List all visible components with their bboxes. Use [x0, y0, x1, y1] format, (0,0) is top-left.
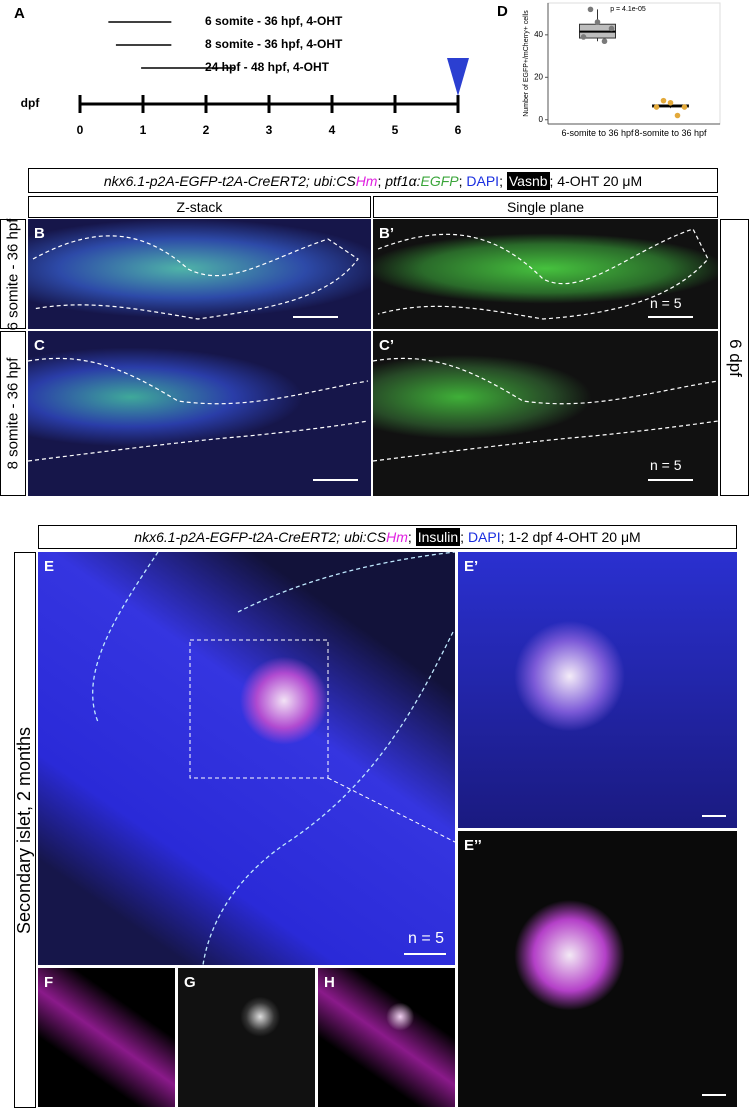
- row-label-box: 8 somite - 36 hpf: [0, 331, 26, 496]
- point: [674, 112, 681, 119]
- panel-letter: G: [184, 974, 196, 991]
- scale-bar: [648, 316, 693, 318]
- legend-label: 8 somite - 36 hpf, 4-OHT: [205, 37, 343, 51]
- x-axis-label: dpf: [21, 96, 41, 110]
- micrograph: F: [38, 968, 175, 1107]
- header-segment: EGFP: [420, 172, 459, 189]
- panel-letter: E: [44, 558, 55, 575]
- header-segment: DAPI: [467, 529, 501, 545]
- panel-letter: A: [14, 5, 25, 22]
- n-label: n = 5: [408, 930, 445, 947]
- header: nkx6.1-p2A-EGFP-t2A-CreERT2; ubi:CS Hm; p…: [28, 168, 718, 193]
- header-segment: ;: [407, 529, 416, 545]
- point: [587, 6, 594, 13]
- micrograph: E n = 5: [38, 552, 455, 965]
- panel-letter: C: [34, 337, 45, 354]
- x-tick-label: 1: [140, 123, 147, 137]
- panel-letter: D: [497, 3, 508, 20]
- header-segment: Hm: [355, 172, 378, 189]
- scale-bar: [404, 953, 446, 955]
- point: [594, 19, 601, 25]
- panel-letter: B: [34, 225, 45, 242]
- micrograph: H: [318, 968, 455, 1107]
- y-tick-label: 0: [539, 115, 544, 124]
- side-label-box: 6 dpf: [720, 219, 749, 496]
- point: [653, 104, 660, 110]
- header: nkx6.1-p2A-EGFP-t2A-CreERT2; ubi:CS Hm; I…: [38, 525, 737, 549]
- row-label: 6 somite - 36 hpf: [4, 218, 22, 330]
- point: [667, 99, 674, 106]
- micrograph: G: [178, 968, 315, 1107]
- header-segment: ;: [460, 529, 468, 545]
- scale-bar: [648, 479, 693, 481]
- panel-letter: H: [324, 974, 335, 991]
- point: [580, 34, 587, 40]
- legend-label: 24 hpf - 48 hpf, 4-OHT: [205, 60, 330, 74]
- micrograph: C’ n = 5: [373, 331, 718, 496]
- micrograph: E’’: [458, 831, 737, 1107]
- header-segment: nkx6.1-p2A-EGFP-t2A-CreERT2; ubi:CS: [134, 529, 387, 545]
- point: [681, 104, 688, 110]
- x-tick-label: 8-somite to 36 hpf: [634, 128, 707, 138]
- header-segment: ;: [499, 172, 507, 189]
- header-segment: ; 1-2 dpf 4-OHT 20 μM: [500, 529, 641, 545]
- header-segment: ptf1α:: [385, 172, 421, 189]
- column-label: Z-stack: [28, 196, 371, 218]
- micrograph: E’: [458, 552, 737, 828]
- scale-bar: [702, 1094, 726, 1096]
- side-label: Secondary islet, 2 months: [14, 726, 35, 934]
- x-tick-label: 2: [203, 123, 210, 137]
- panel-letter: C’: [379, 337, 394, 354]
- charts: A D dpf 0 1 2 3 4 5 6 6 somite - 36 hpf, 4-OHT 8 …: [14, 2, 721, 137]
- x-tick-label: 4: [329, 123, 336, 137]
- point: [608, 25, 615, 32]
- outline: [92, 552, 455, 965]
- panel-letter: F: [44, 974, 54, 991]
- header-segment: ;: [458, 172, 467, 189]
- micrograph: B: [28, 219, 371, 329]
- point: [601, 38, 608, 45]
- header-segment: Vasnb: [506, 171, 550, 190]
- micrograph: C: [28, 331, 371, 496]
- panel-letter: E’’: [464, 837, 482, 854]
- x-tick-label: 3: [266, 123, 273, 137]
- scale-bar: [293, 316, 338, 318]
- annotation: p = 4.1e-05: [610, 6, 646, 13]
- micrograph: B’ n = 5: [373, 219, 718, 329]
- header-segment: Hm: [386, 529, 408, 545]
- outline: [377, 228, 709, 320]
- x-tick-label: 0: [77, 123, 84, 137]
- outline: [32, 235, 359, 320]
- point: [660, 97, 667, 104]
- side-label-box: Secondary islet, 2 months: [14, 552, 36, 1108]
- outline: [373, 357, 718, 462]
- y-tick-label: 20: [534, 72, 543, 81]
- x-tick-label: 6-somite to 36 hpf: [561, 128, 634, 138]
- outline: [28, 357, 369, 462]
- scale-bar: [702, 815, 726, 817]
- row-label: 8 somite - 36 hpf: [4, 357, 22, 470]
- scale-bar: [313, 479, 358, 481]
- panel-letter: B’: [379, 225, 394, 242]
- n-label: n = 5: [650, 457, 682, 473]
- header-segment: ;: [377, 172, 386, 189]
- n-label: n = 5: [650, 295, 682, 311]
- header-segment: ; 4-OHT 20 μM: [549, 172, 643, 189]
- side-label: 6 dpf: [725, 338, 745, 377]
- x-tick-label: 6: [455, 123, 462, 137]
- plot-area: [547, 2, 721, 125]
- legend-label: 6 somite - 36 hpf, 4-OHT: [205, 14, 343, 28]
- y-tick-label: 40: [534, 30, 543, 39]
- y-axis-label: Number of EGFP+/mCherry+ cells: [523, 10, 530, 117]
- marker: [447, 58, 469, 96]
- header-segment: Insulin: [415, 528, 461, 546]
- row-label-box: 6 somite - 36 hpf: [0, 218, 26, 330]
- header-segment: DAPI: [466, 172, 500, 189]
- panel-letter: E’: [464, 558, 479, 575]
- column-label: Single plane: [373, 196, 718, 218]
- x-tick-label: 5: [392, 123, 399, 137]
- header-segment: nkx6.1-p2A-EGFP-t2A-CreERT2; ubi:CS: [103, 172, 356, 189]
